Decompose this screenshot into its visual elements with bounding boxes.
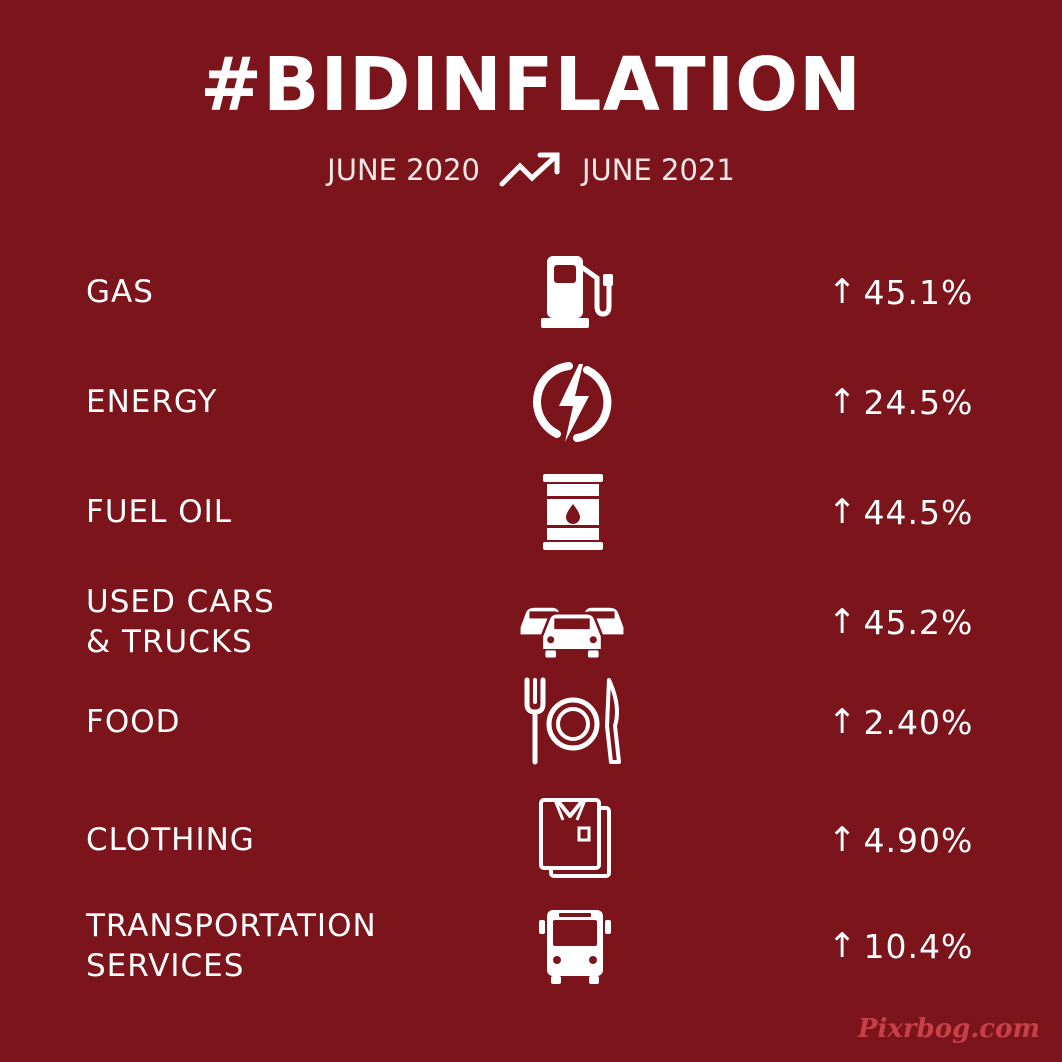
change-value: ↑ 24.5%	[828, 382, 974, 422]
arrow-up-icon: ↑	[828, 926, 858, 966]
category-label: FOOD	[86, 704, 181, 740]
category-row-clothing: CLOTHING ↑ 4.90%	[0, 790, 1062, 890]
arrow-up-icon: ↑	[828, 272, 858, 312]
change-value: ↑ 45.1%	[828, 272, 974, 312]
category-row-used-cars: USED CARS & TRUCKS ↑ 45.2%	[0, 572, 1062, 672]
change-value: ↑ 10.4%	[828, 926, 974, 966]
change-value: ↑ 44.5%	[828, 492, 974, 532]
arrow-up-icon: ↑	[828, 602, 858, 642]
lightning-bolt-icon	[510, 352, 634, 452]
category-label: FUEL OIL	[86, 494, 233, 530]
category-label: ENERGY	[86, 384, 218, 420]
category-row-gas: GAS ↑ 45.1%	[0, 242, 1062, 342]
arrow-up-icon: ↑	[828, 820, 858, 860]
arrow-up-icon: ↑	[828, 492, 858, 532]
arrow-up-icon: ↑	[828, 382, 858, 422]
arrow-up-icon: ↑	[828, 702, 858, 742]
category-row-energy: ENERGY ↑ 24.5%	[0, 352, 1062, 452]
category-label: TRANSPORTATION SERVICES	[86, 908, 377, 984]
gas-pump-icon	[510, 242, 634, 342]
category-row-food: FOOD ↑ 2.40%	[0, 672, 1062, 772]
page-title: #BIDINFLATION	[200, 42, 862, 128]
cars-icon	[510, 572, 634, 672]
trending-up-icon	[499, 152, 560, 187]
category-row-fuel-oil: FUEL OIL ↑ 44.5%	[0, 462, 1062, 562]
category-label: USED CARS & TRUCKS	[86, 584, 275, 660]
watermark: Pixrbog.com	[857, 1014, 1040, 1044]
oil-barrel-icon	[510, 462, 634, 562]
folded-shirt-icon	[510, 790, 634, 890]
category-label: CLOTHING	[86, 822, 255, 858]
change-value: ↑ 45.2%	[828, 602, 974, 642]
date-to: JUNE 2021	[582, 153, 735, 187]
change-value: ↑ 2.40%	[828, 702, 974, 742]
category-row-transportation: TRANSPORTATION SERVICES ↑ 10.4%	[0, 896, 1062, 996]
change-value: ↑ 4.90%	[828, 820, 974, 860]
bus-icon	[510, 896, 634, 996]
date-from: JUNE 2020	[327, 153, 480, 187]
date-range: JUNE 2020 JUNE 2021	[0, 150, 1062, 190]
plate-fork-knife-icon	[510, 672, 634, 772]
category-label: GAS	[86, 274, 154, 310]
